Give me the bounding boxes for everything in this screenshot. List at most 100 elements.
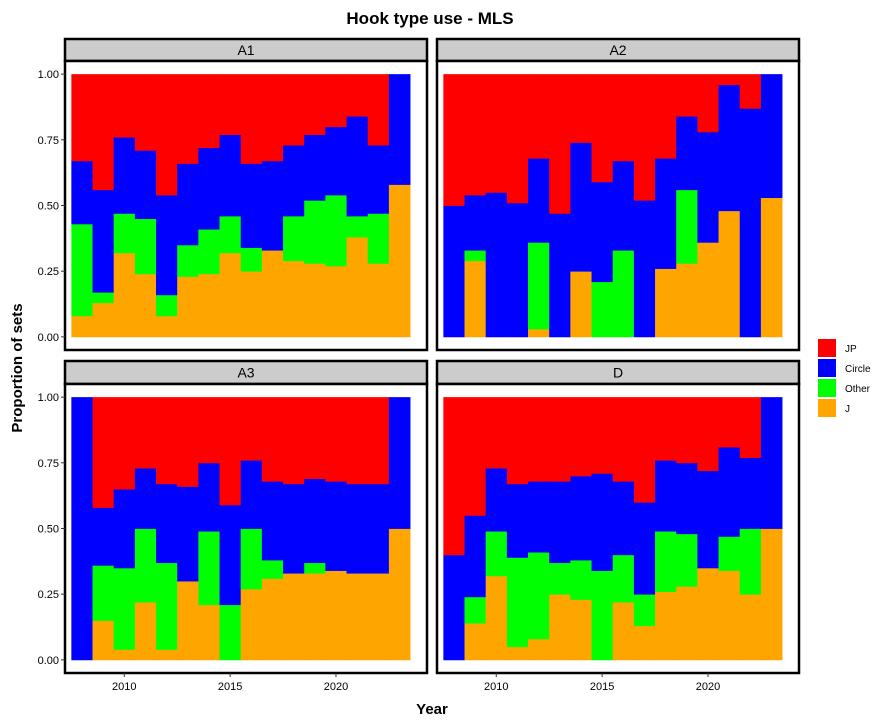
y-tick-label: 0.00 [38,332,59,344]
legend-label-other: Other [845,384,871,395]
bar-segment-circle-2013 [177,486,199,582]
bar-segment-jp-2020 [325,397,347,482]
bar-segment-circle-2008 [443,554,465,661]
bar-segment-jp-2015 [219,74,242,135]
bar-segment-other-2019 [304,200,326,264]
bar-segment-j-2018 [655,268,677,338]
bar-segment-other-2019 [676,189,698,264]
bar-segment-jp-2013 [177,74,199,164]
bar-segment-jp-2013 [549,397,571,482]
facet-strip-label: A2 [609,42,626,58]
bar-segment-other-2009 [92,292,115,304]
bar-segment-other-2019 [676,533,698,587]
bar-segment-j-2014 [198,604,220,661]
bar-segment-j-2014 [198,273,220,338]
bar-segment-jp-2011 [506,397,529,485]
bar-segment-jp-2010 [485,397,508,469]
bar-segment-j-2022 [739,594,762,661]
y-tick-label: 0.25 [38,589,59,601]
bar-segment-circle-2019 [676,462,698,535]
legend-label-circle: Circle [845,364,871,375]
bar-segment-circle-2015 [219,504,242,606]
bar-segment-other-2017 [261,560,284,579]
bar-segment-j-2023 [388,184,411,338]
bar-segment-circle-2011 [134,150,157,220]
bar-segment-j-2017 [633,625,656,661]
bar-segment-j-2012 [528,328,550,338]
bar-segment-jp-2015 [219,397,242,506]
bar-segment-other-2019 [304,562,326,574]
legend-key-j [818,399,836,417]
bar-segment-other-2022 [367,213,390,264]
bar-segment-j-2016 [612,602,635,661]
bar-segment-other-2013 [549,562,571,595]
bar-segment-jp-2019 [676,397,698,464]
bar-segment-jp-2019 [676,74,698,117]
bar-segment-j-2014 [570,271,592,338]
bar-segment-other-2016 [240,247,263,272]
bar-segment-circle-2012 [528,481,550,553]
bar-segment-circle-2012 [156,483,178,564]
bar-segment-j-2009 [92,302,115,338]
x-tick-label: 2020 [696,681,720,693]
bar-segment-jp-2011 [134,74,157,151]
bar-segment-jp-2017 [261,397,284,482]
y-tick-label: 0.75 [38,458,59,470]
bar-segment-jp-2012 [528,74,550,159]
bar-segment-j-2023 [760,197,783,338]
bar-segment-circle-2008 [71,397,93,661]
facet-strip-label: A3 [237,365,254,381]
bar-segment-other-2011 [506,557,529,648]
bar-segment-circle-2013 [549,213,571,338]
bar-segment-circle-2010 [485,192,508,338]
bar-segment-j-2012 [528,638,550,661]
bar-segment-jp-2018 [655,74,677,159]
bar-segment-circle-2018 [283,145,305,217]
facet-panel-d: D 2010 2015 2020 [435,359,801,693]
bar-segment-j-2009 [92,620,115,661]
bar-segment-jp-2021 [718,74,741,86]
bar-segment-jp-2013 [549,74,571,214]
bar-segment-circle-2011 [134,468,157,529]
bar-segment-j-2017 [261,250,284,338]
bar-segment-circle-2019 [304,478,326,564]
bar-segment-other-2018 [655,531,677,592]
bar-segment-circle-2022 [367,145,390,214]
bar-segment-circle-2009 [92,189,115,293]
bar-segment-circle-2022 [739,108,762,338]
bar-segment-circle-2016 [240,460,263,529]
bar-segment-circle-2011 [506,202,529,338]
bar-segment-j-2012 [156,649,178,661]
x-tick-label: 2010 [484,681,508,693]
x-tick-label: 2015 [218,681,242,693]
bar-segment-other-2010 [113,567,136,650]
bar-segment-circle-2021 [718,447,741,537]
bar-segment-jp-2020 [325,74,347,128]
facet-panel-a3: A3 0.00 0.25 0.50 0.75 1.00 2010 2015 2020 [38,359,429,693]
bar-segment-other-2016 [240,528,263,590]
bar-segment-other-2012 [528,242,550,330]
bar-segment-j-2011 [506,646,529,661]
bar-segment-j-2017 [261,578,284,661]
bar-segment-jp-2016 [240,397,263,461]
bar-segment-j-2022 [367,573,390,661]
bar-segment-jp-2010 [113,74,136,138]
bar-segment-j-2009 [464,260,487,338]
bar-segment-jp-2022 [739,74,762,109]
bar-segment-other-2012 [156,562,178,650]
bar-segment-jp-2008 [443,74,465,206]
bar-segment-jp-2017 [633,74,656,201]
bar-segment-j-2019 [676,586,698,661]
bar-segment-jp-2009 [464,74,487,196]
bar-segment-circle-2009 [464,515,487,598]
bar-segment-jp-2016 [612,397,635,482]
bar-segment-jp-2022 [367,397,390,485]
bar-segment-jp-2016 [612,74,635,162]
bar-segment-jp-2014 [198,74,220,149]
bar-segment-jp-2008 [443,397,465,556]
bar-segment-jp-2014 [570,74,592,143]
bar-segment-j-2011 [134,273,157,338]
bar-segment-j-2010 [113,252,136,338]
bar-segment-j-2019 [304,263,326,338]
